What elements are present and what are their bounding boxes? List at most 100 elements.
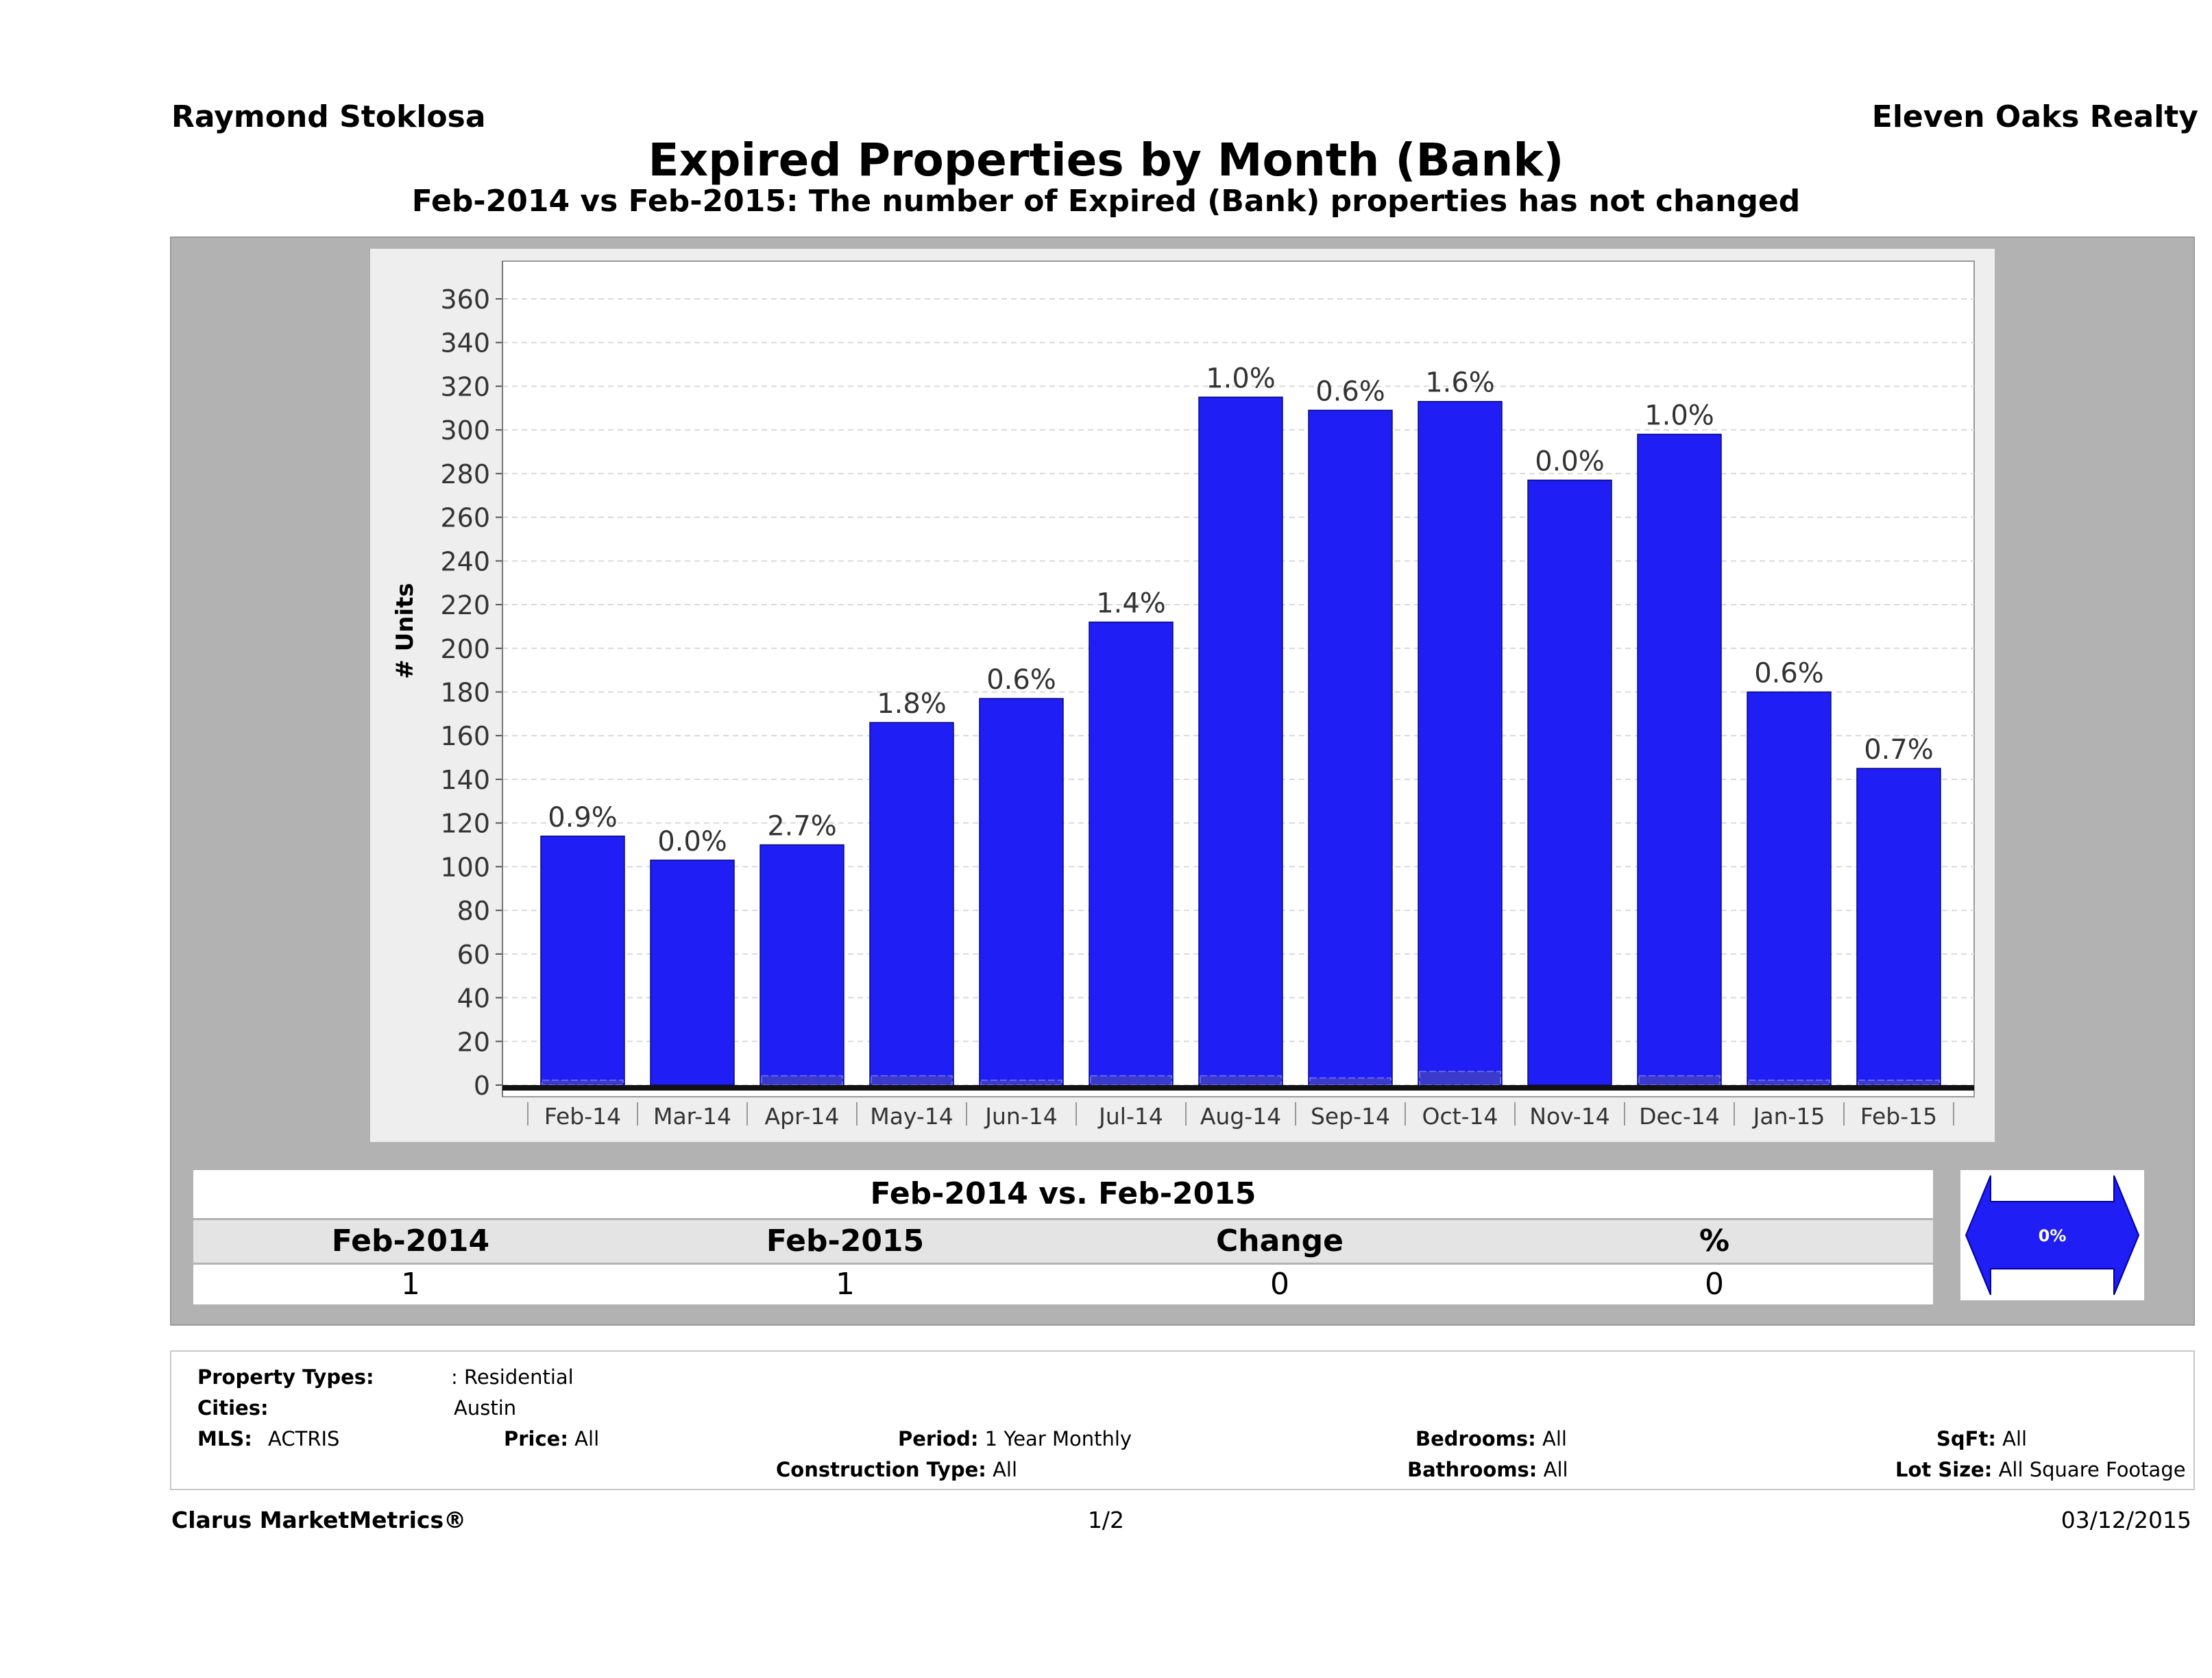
data-label: 0.0% — [657, 826, 727, 858]
y-tick-label: 260 — [440, 503, 490, 533]
price-value: All — [574, 1427, 600, 1450]
page-number: 1/2 — [1087, 1507, 1125, 1533]
data-label: 0.7% — [1864, 734, 1934, 766]
footer-brand: Clarus MarketMetrics® — [171, 1507, 467, 1533]
cities-value: Austin — [454, 1396, 517, 1420]
comparison-value-row: 1 1 0 0 — [193, 1265, 1933, 1304]
y-tick-label: 100 — [440, 852, 490, 882]
chart-title: Expired Properties by Month (Bank) — [648, 134, 1564, 186]
bar — [1308, 409, 1393, 1086]
change-value: 0 — [1270, 1267, 1289, 1302]
bedrooms-label: Bedrooms: — [1415, 1427, 1536, 1450]
y-tick-label: 200 — [440, 634, 490, 664]
bar — [1527, 479, 1612, 1086]
y-tick-label: 20 — [457, 1027, 490, 1057]
x-tick-label: Jul-14 — [1097, 1103, 1163, 1130]
bank-segment — [542, 1080, 624, 1086]
bank-segment — [871, 1075, 953, 1086]
x-tick-label: Jan-15 — [1752, 1103, 1825, 1130]
bar — [540, 836, 625, 1086]
bank-segment — [761, 1075, 843, 1086]
bank-segment — [1090, 1075, 1172, 1086]
data-label: 0.6% — [986, 664, 1056, 696]
mls-value: ACTRIS — [268, 1427, 340, 1450]
bank-segment — [1858, 1080, 1940, 1086]
bar — [1747, 691, 1832, 1086]
data-label: 0.9% — [548, 802, 618, 834]
bank-segment — [1419, 1071, 1501, 1086]
bathrooms-label: Bathrooms: — [1407, 1458, 1538, 1481]
price-label: Price: — [504, 1427, 568, 1450]
bar-chart: 0 20 40 60 80 100 120 140 160 180 200 220 240 260 280 3… — [391, 260, 1975, 1130]
bathrooms-value: All — [1543, 1458, 1568, 1481]
bar — [1637, 433, 1722, 1086]
y-tick-label: 60 — [457, 940, 490, 970]
data-label: 1.0% — [1206, 363, 1276, 394]
lot-size-value: All Square Footage — [1998, 1458, 2186, 1481]
y-tick-label: 300 — [440, 415, 490, 446]
x-tick-label: May-14 — [870, 1103, 953, 1130]
bar — [1089, 621, 1174, 1086]
x-tick-label: Feb-14 — [544, 1103, 621, 1130]
x-tick-label: Mar-14 — [653, 1103, 731, 1130]
bank-segment — [1200, 1075, 1282, 1086]
construction-type-value: All — [993, 1458, 1018, 1481]
percent-value: 0 — [1705, 1267, 1724, 1302]
agent-name: Raymond Stoklosa — [171, 99, 486, 134]
property-types-value: : Residential — [451, 1365, 574, 1389]
x-tick-label: Oct-14 — [1422, 1103, 1498, 1130]
bar — [1418, 400, 1503, 1086]
property-types-label: Property Types: — [197, 1365, 374, 1389]
col-feb2014-header: Feb-2014 — [331, 1224, 490, 1258]
chart-subtitle: Feb-2014 vs Feb-2015: The number of Expi… — [411, 184, 1801, 219]
report-date: 03/12/2015 — [2061, 1507, 2191, 1533]
x-tick-label: Apr-14 — [765, 1103, 840, 1130]
x-tick-label: Nov-14 — [1529, 1103, 1609, 1130]
data-label: 1.6% — [1425, 367, 1495, 399]
construction-type-label: Construction Type: — [776, 1458, 986, 1481]
y-axis-label: # Units — [391, 583, 419, 679]
period-label: Period: — [898, 1427, 979, 1450]
bar — [1198, 396, 1283, 1086]
double-arrow-icon: 0% — [1965, 1175, 2140, 1296]
y-tick-label: 120 — [440, 809, 490, 839]
comparison-heading: Feb-2014 vs. Feb-2015 — [193, 1170, 1933, 1218]
data-label: 1.8% — [877, 688, 947, 720]
bar — [1856, 768, 1941, 1086]
bank-segment — [1748, 1080, 1830, 1086]
y-tick-label: 140 — [440, 765, 490, 795]
sqft-value: All — [2002, 1427, 2028, 1450]
col-feb2015-header: Feb-2015 — [766, 1224, 925, 1258]
col-percent-header: % — [1699, 1224, 1730, 1258]
filter-summary: Property Types: : Residential Cities: Au… — [170, 1350, 2195, 1490]
y-tick-label: 80 — [457, 896, 490, 926]
x-tick-label: Feb-15 — [1860, 1103, 1937, 1130]
y-tick-label: 0 — [474, 1071, 490, 1101]
bank-segment — [980, 1080, 1062, 1086]
data-label: 0.6% — [1315, 376, 1385, 407]
feb2014-value: 1 — [401, 1267, 420, 1302]
x-tick-label: Sep-14 — [1311, 1103, 1390, 1130]
y-tick-label: 280 — [440, 459, 490, 489]
y-tick-label: 340 — [440, 328, 490, 358]
bar — [869, 722, 954, 1086]
x-axis — [502, 1085, 1974, 1091]
x-tick-label: Aug-14 — [1200, 1103, 1281, 1130]
y-tick-label: 360 — [440, 284, 490, 315]
data-label: 0.6% — [1754, 658, 1824, 690]
bank-segment — [1309, 1077, 1391, 1086]
comparison-header-row: Feb-2014 Feb-2015 Change % — [193, 1220, 1933, 1263]
x-tick-label: Dec-14 — [1639, 1103, 1720, 1130]
period-value: 1 Year Monthly — [984, 1427, 1132, 1450]
feb2015-value: 1 — [836, 1267, 855, 1302]
y-tick-label: 240 — [440, 546, 490, 576]
data-label: 1.0% — [1644, 400, 1714, 432]
y-tick-label: 220 — [440, 590, 490, 620]
col-change-header: Change — [1216, 1224, 1344, 1258]
bar — [650, 860, 735, 1086]
brokerage-name: Eleven Oaks Realty — [1871, 99, 2198, 134]
y-tick-label: 180 — [440, 678, 490, 708]
bank-segment — [1638, 1075, 1721, 1086]
data-label: 2.7% — [767, 811, 837, 842]
lot-size-label: Lot Size: — [1895, 1458, 1993, 1481]
